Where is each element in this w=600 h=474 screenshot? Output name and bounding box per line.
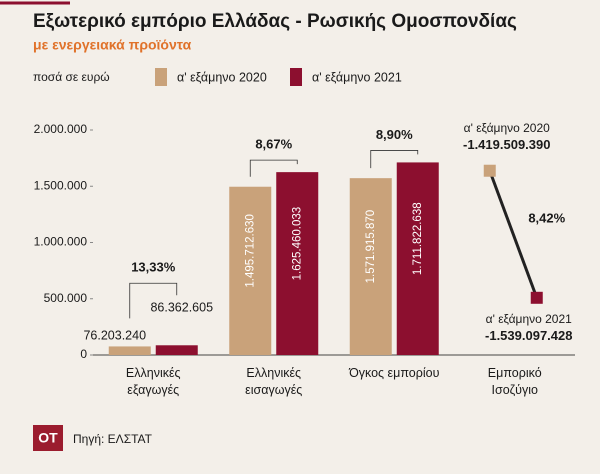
- x-tick-label: Ελληνικές εξαγωγές: [125, 366, 181, 397]
- legend-label: α' εξάμηνο 2020: [177, 70, 267, 84]
- change-label: 8,67%: [255, 137, 292, 152]
- balance-label: -1.539.097.428: [485, 328, 572, 343]
- y-tick-label: 500.000: [44, 291, 88, 305]
- value-label: 76.203.240: [83, 329, 146, 343]
- bracket: [370, 150, 419, 169]
- bracket: [129, 282, 178, 319]
- chart-title: Εξωτερικό εμπόριο Ελλάδας - Ρωσικής Ομοσ…: [33, 11, 517, 32]
- change-label: 8,90%: [376, 127, 413, 142]
- x-tick-label: Όγκος εμπορίου: [349, 366, 440, 380]
- bar: [229, 186, 272, 355]
- balance-point: [483, 164, 496, 177]
- balance-name: α' εξάμηνο 2021: [486, 312, 573, 326]
- balance-point: [530, 291, 543, 304]
- balance-line: [488, 170, 539, 299]
- value-label: 86.362.605: [150, 301, 213, 315]
- y-tick-label: 2.000.000: [34, 122, 88, 136]
- balance-name: α' εξάμηνο 2020: [464, 121, 551, 135]
- logo: OT: [38, 430, 58, 446]
- balance-label: -1.419.509.390: [463, 137, 550, 152]
- value-label: 1.711.822.638: [412, 202, 424, 275]
- bracket: [249, 159, 298, 177]
- change-label: 13,33%: [131, 260, 176, 275]
- bar: [155, 345, 198, 355]
- bar: [396, 162, 439, 355]
- change-label: 8,42%: [528, 211, 565, 226]
- legend-swatch: [290, 68, 302, 86]
- logo-box: [33, 425, 63, 451]
- bar: [108, 346, 151, 355]
- legend-label: α' εξάμηνο 2021: [312, 70, 402, 84]
- x-tick-label: Εμπορικό Ισοζύγιο: [487, 366, 542, 397]
- value-label: 1.625.460.033: [291, 207, 303, 281]
- source: Πηγή: ΕΛΣΤΑΤ: [73, 432, 153, 446]
- unit-note: ποσά σε ευρώ: [33, 70, 110, 84]
- y-tick-label: 0: [80, 347, 87, 361]
- bar: [276, 172, 319, 355]
- value-label: 1.571.915.870: [365, 210, 377, 284]
- chart-subtitle: με ενεργειακά προϊόντα: [33, 37, 192, 53]
- bar: [349, 178, 392, 355]
- x-tick-label: Ελληνικές εισαγωγές: [245, 366, 303, 397]
- y-tick-label: 1.500.000: [34, 178, 88, 192]
- legend-swatch: [155, 68, 167, 86]
- y-tick-label: 1.000.000: [34, 235, 88, 249]
- value-label: 1.495.712.630: [244, 214, 256, 288]
